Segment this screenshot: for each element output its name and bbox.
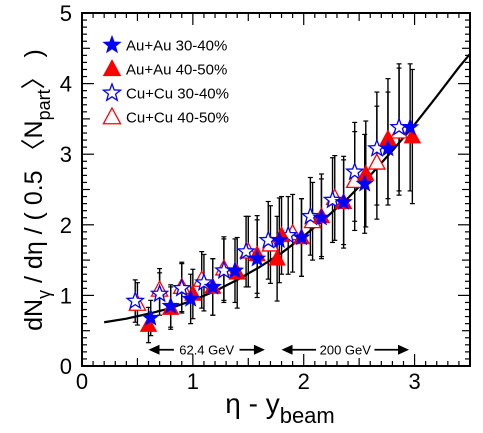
marker-au-au-40-50--6 <box>268 249 286 266</box>
data-markers <box>125 117 422 332</box>
plot-area: 62.4 GeV 200 GeV 0 1 2 3 0 1 2 3 4 5 <box>60 1 471 394</box>
annotation-label-bg-0 <box>173 340 240 359</box>
x-axis-title-sub: beam <box>280 403 335 428</box>
legend-label-0: Au+Au 30-40% <box>126 38 227 55</box>
marker-au-au-30-40--2 <box>181 289 200 307</box>
y-tick-label-3: 3 <box>60 142 72 167</box>
y-tick-label-1: 1 <box>60 283 72 308</box>
marker-au-au-30-40--1 <box>161 296 180 314</box>
marker-cu-cu-30-40--3 <box>194 272 214 292</box>
marker-au-au-30-40--5 <box>247 249 267 267</box>
marker-au-au-40-50--0 <box>139 315 158 332</box>
marker-cu-cu-30-40--2 <box>171 277 192 297</box>
energy-annotations: 62.4 GeV 200 GeV <box>148 340 410 359</box>
annotation-label-0: 62.4 GeV <box>179 342 234 357</box>
x-tick-label-2: 2 <box>298 369 310 394</box>
legend-label-3: Cu+Cu 40-50% <box>126 110 229 127</box>
marker-au-au-30-40--11 <box>378 138 398 157</box>
x-axis-title: η - ybeam <box>225 388 335 428</box>
marker-au-au-30-40--7 <box>292 227 311 246</box>
legend-label-2: Cu+Cu 30-40% <box>126 86 229 103</box>
marker-cu-cu-30-40--8 <box>300 205 321 225</box>
x-tick-label-0: 0 <box>76 369 88 394</box>
y-axis-title-gamma: γ <box>34 290 54 299</box>
y-axis-title-suffix: 〉 ) <box>20 49 48 89</box>
legend-marker-1 <box>102 59 122 77</box>
marker-au-au-30-40--9 <box>334 192 353 211</box>
annotation-arrowhead-left-1 <box>281 344 293 355</box>
legend-marker-2 <box>101 82 123 102</box>
annotation-arrowhead-right-0 <box>253 344 265 355</box>
marker-au-au-30-40--8 <box>312 208 331 226</box>
marker-cu-cu-30-40--10 <box>344 161 365 181</box>
legend: Au+Au 30-40% Au+Au 40-50% Cu+Cu 30-40% Cu+C… <box>101 34 229 127</box>
y-tick-label-2: 2 <box>60 213 72 238</box>
marker-au-au-30-40--3 <box>203 277 222 295</box>
x-axis-title-main: η - y <box>225 388 279 419</box>
legend-marker-0 <box>102 34 122 54</box>
marker-au-au-40-50--13 <box>403 127 422 144</box>
annotation-arrowhead-left-0 <box>148 344 160 355</box>
marker-au-au-30-40--12 <box>400 117 420 136</box>
legend-marker-3 <box>102 106 122 125</box>
marker-au-au-30-40--10 <box>355 174 374 192</box>
x-tick-label-3: 3 <box>408 369 420 394</box>
marker-cu-cu-30-40--5 <box>236 241 256 261</box>
marker-cu-cu-30-40--0 <box>125 290 146 310</box>
annotation-arrowhead-right-1 <box>398 344 410 355</box>
y-axis-title-mid: / dη / ( 0.5 〈N <box>20 120 48 290</box>
marker-cu-cu-30-40--9 <box>322 189 343 209</box>
marker-au-au-30-40--4 <box>225 261 245 279</box>
y-axis-title-part: part <box>34 89 54 120</box>
annotation-label-1: 200 GeV <box>320 342 372 357</box>
y-axis-title-prefix: dN <box>20 299 48 331</box>
marker-cu-cu-40-50--11 <box>367 152 387 170</box>
axis-ticks: 0 1 2 3 0 1 2 3 4 5 <box>60 1 471 394</box>
marker-au-au-30-40--6 <box>270 230 289 249</box>
y-tick-label-5: 5 <box>60 1 72 26</box>
y-tick-label-0: 0 <box>60 354 72 379</box>
legend-label-1: Au+Au 40-50% <box>126 62 227 79</box>
y-tick-label-4: 4 <box>60 72 72 97</box>
marker-au-au-30-40--0 <box>141 308 160 326</box>
x-tick-label-1: 1 <box>187 369 199 394</box>
marker-cu-cu-30-40--1 <box>149 283 170 303</box>
y-axis-title: dNγ / dη / ( 0.5 〈Npart〉 ) <box>20 49 54 331</box>
annotation-label-bg-1 <box>316 340 375 359</box>
